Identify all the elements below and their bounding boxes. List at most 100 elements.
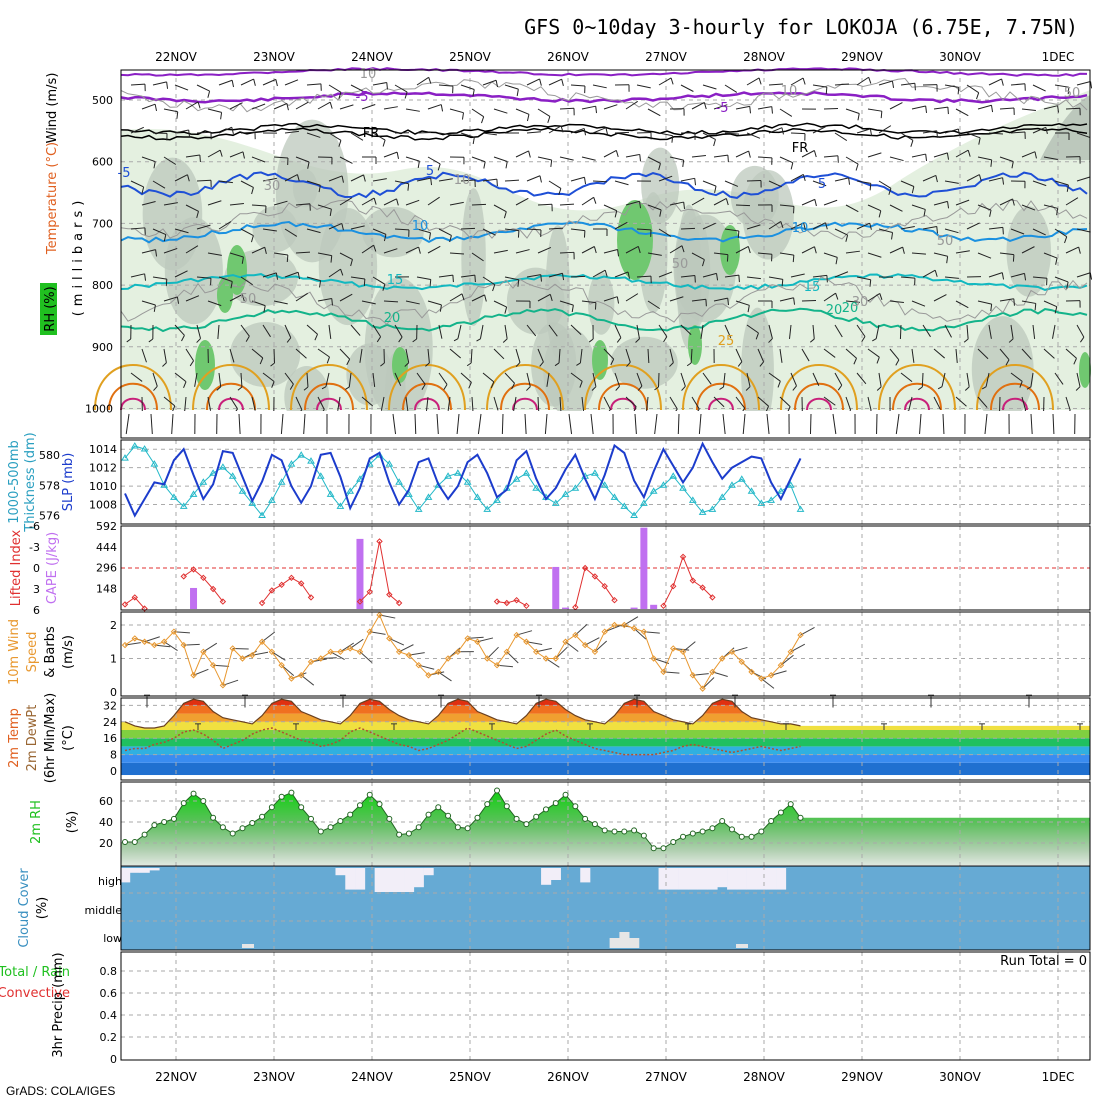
wind-barb [207, 252, 222, 256]
wind-barb [988, 78, 1002, 86]
wind-speed-point [298, 672, 305, 679]
freezing-level-a [120, 122, 1088, 136]
thickness-point [493, 496, 501, 503]
wind-barb [284, 174, 298, 182]
wind-barb-flag [835, 293, 839, 300]
wind-barb [823, 292, 836, 302]
wind-barb [1076, 272, 1091, 278]
wind-barb [163, 108, 178, 113]
wind-barb-flag [990, 105, 994, 113]
wind-barb [1032, 84, 1046, 92]
wind-barb [196, 276, 211, 279]
wind-barb-flag [511, 383, 515, 390]
wind-barb-flag [219, 150, 223, 157]
wind-barb [141, 201, 156, 206]
wind-barb [900, 226, 915, 230]
wind-speed-point [151, 641, 158, 649]
wind-speed-point [386, 635, 393, 642]
wind-barb-flag [171, 405, 176, 413]
wind-barb [207, 200, 222, 206]
wind-speed-point [366, 628, 373, 635]
wind-barb [713, 396, 725, 408]
wind-barb [1010, 372, 1023, 382]
wind-barb-10m [203, 642, 218, 653]
wind-barb [359, 348, 363, 363]
rh-moist-blob [252, 206, 298, 253]
li-tick-label: 6 [33, 604, 40, 617]
wind-barb-flag [869, 279, 872, 287]
wind-barb-flag [439, 304, 442, 312]
wind-speed-point [660, 668, 667, 676]
wind-barb [174, 372, 187, 383]
cloud-clear-high [776, 868, 787, 890]
wind-barb-flag [888, 188, 892, 195]
wind-speed-point [699, 685, 706, 692]
wind-barb [691, 197, 705, 206]
wind-barb [944, 276, 959, 279]
isotherm-30 [598, 382, 648, 411]
wind-speed-point [170, 628, 178, 635]
wind-barb-flag [768, 338, 773, 343]
wind-barb-10m [731, 646, 748, 653]
wind-barb [383, 198, 397, 206]
wind-barb [383, 248, 398, 254]
wind-barb-flag [345, 386, 350, 390]
cloud-clear-high [678, 868, 689, 890]
wind-barb-flag [902, 246, 905, 254]
cape-tick-label: 148 [96, 582, 117, 595]
wind-barb-flag [440, 104, 444, 112]
wind-barb-flag [1012, 198, 1015, 206]
wind-barb [911, 348, 915, 363]
rh-point [484, 801, 491, 808]
wind-barb [647, 204, 662, 211]
rh-point [141, 831, 148, 838]
wind-barb [482, 228, 496, 236]
wind-barb [251, 348, 264, 359]
wind-barb [955, 250, 970, 254]
rh-point [709, 825, 716, 832]
wind-barb [867, 396, 872, 411]
thickness-point [444, 472, 452, 479]
wind-barb [262, 372, 275, 382]
rh-point [180, 800, 187, 807]
wind-barb [163, 247, 178, 254]
wind-barb [537, 108, 551, 117]
wind-barb [273, 252, 288, 256]
wind-barb [581, 246, 595, 254]
thickness-point [130, 442, 139, 449]
wind-speed-point [758, 675, 765, 682]
thickness-point [767, 496, 776, 503]
wind-barb [779, 156, 793, 164]
wind-barb [317, 396, 325, 410]
wind-barb [295, 101, 309, 110]
wind-barb [1043, 348, 1055, 359]
lifted-index-point [699, 584, 706, 591]
wind-barb-flag [162, 362, 167, 367]
wind-barb-flag [835, 257, 838, 265]
wind-barb-flag [1026, 386, 1032, 390]
wind-barb [361, 300, 376, 305]
wind-barb-surface [568, 413, 573, 435]
wind-barb [262, 272, 277, 278]
wind-speed-point [748, 668, 755, 676]
thickness-point [571, 484, 580, 491]
wind-barb-10m [144, 636, 160, 643]
wind-barb-flag [869, 183, 872, 191]
wind-barb-10m [418, 664, 435, 670]
wind-barb [513, 396, 517, 411]
wind-barb-surface [809, 413, 812, 435]
cloud-clear-high [717, 868, 728, 888]
wind-speed-point [395, 648, 403, 656]
thickness-line [124, 445, 801, 517]
pressure-tick-label: 700 [92, 217, 113, 230]
wind-speed-point [131, 635, 138, 642]
wind-barb [405, 300, 420, 305]
wind-barb-flag [936, 226, 938, 234]
wind-barb [537, 348, 544, 363]
wind-barb [757, 396, 769, 407]
wind-frame [120, 611, 1091, 697]
wind-barb-10m [545, 658, 560, 668]
rh-point [640, 832, 647, 839]
wind-barb-flag [947, 107, 949, 115]
wind-barb-flag [245, 335, 250, 342]
